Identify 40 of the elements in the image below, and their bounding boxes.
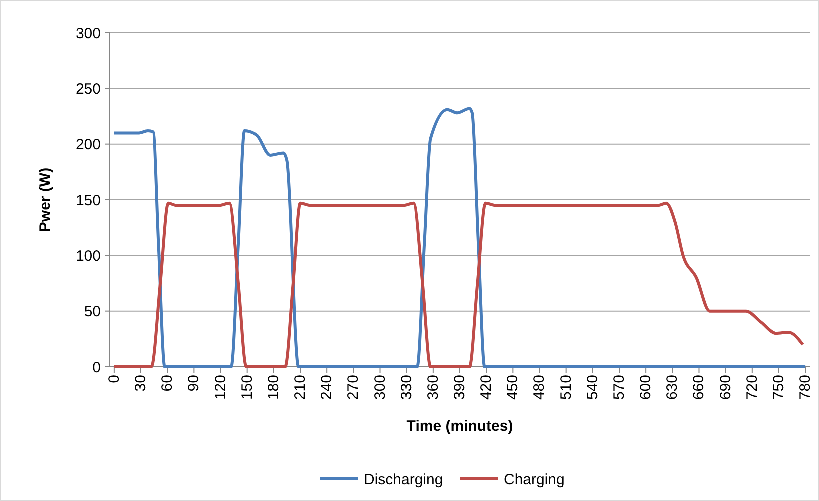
legend-label: Discharging (364, 471, 444, 488)
y-tick-label: 300 (76, 25, 101, 42)
x-tick-label: 570 (610, 375, 628, 400)
x-tick-label: 240 (318, 375, 336, 400)
x-tick-label: 600 (638, 375, 655, 400)
x-tick-label: 480 (531, 375, 548, 400)
x-tick-label: 690 (717, 375, 734, 400)
y-axis-title: Pwer (W) (37, 168, 54, 232)
line-series (112, 202, 804, 368)
x-tick-label: 720 (744, 375, 761, 400)
x-axis-title: Time (minutes) (406, 418, 514, 435)
x-tick-label: 420 (478, 375, 496, 400)
y-tick-label: 250 (76, 80, 101, 98)
x-tick-label: 0 (106, 375, 123, 384)
x-tick-label: 750 (770, 375, 788, 400)
x-tick-label: 450 (504, 375, 522, 400)
x-tick-label: 60 (159, 375, 176, 392)
y-tick-label: 50 (84, 304, 101, 321)
x-tick-label: 120 (212, 375, 230, 400)
x-tick-label: 390 (452, 375, 468, 400)
x-tick-label: 210 (292, 375, 310, 400)
x-tick-label: 270 (345, 375, 362, 400)
legend-label: Charging (504, 471, 565, 488)
x-tick-label: 330 (398, 375, 416, 400)
x-tick-label: 150 (238, 375, 256, 400)
x-tick-label: 180 (265, 375, 282, 400)
line-series (112, 107, 808, 368)
x-tick-label: 510 (558, 375, 575, 400)
y-tick-label: 100 (76, 248, 101, 265)
x-tick-label: 300 (372, 375, 389, 400)
x-tick-label: 630 (664, 375, 682, 400)
y-tick-label: 200 (76, 136, 101, 154)
y-tick-label: 150 (76, 192, 101, 210)
x-tick-label: 30 (132, 375, 150, 392)
x-tick-label: 90 (186, 375, 203, 392)
x-tick-label: 780 (797, 375, 814, 400)
x-tick-label: 540 (584, 375, 602, 400)
y-tick-label: 0 (92, 359, 101, 376)
x-tick-label: 660 (690, 375, 708, 400)
x-tick-label: 360 (424, 375, 442, 400)
